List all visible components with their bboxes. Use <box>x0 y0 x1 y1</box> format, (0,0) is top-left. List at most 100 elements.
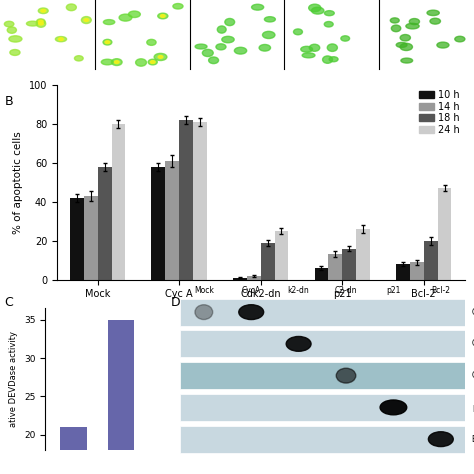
Text: CycA: CycA <box>242 286 261 295</box>
Ellipse shape <box>455 36 465 42</box>
Ellipse shape <box>286 337 311 351</box>
Ellipse shape <box>400 43 412 51</box>
Bar <box>424 241 438 280</box>
FancyBboxPatch shape <box>180 394 465 421</box>
X-axis label: Transfected DNA: Transfected DNA <box>217 305 304 315</box>
Bar <box>233 278 247 280</box>
Text: p21: p21 <box>386 286 401 295</box>
Bar <box>274 231 288 280</box>
Ellipse shape <box>158 55 163 58</box>
Text: Mock: Mock <box>194 286 214 295</box>
Ellipse shape <box>311 7 324 14</box>
Ellipse shape <box>409 18 419 25</box>
Ellipse shape <box>217 26 226 33</box>
Bar <box>328 255 342 280</box>
Text: C: C <box>5 296 13 309</box>
Ellipse shape <box>323 56 333 64</box>
Text: Cyclin A: Cyclin A <box>472 308 474 317</box>
Bar <box>193 122 207 280</box>
Ellipse shape <box>38 8 48 14</box>
Bar <box>247 276 261 280</box>
Ellipse shape <box>302 53 315 58</box>
Ellipse shape <box>38 22 43 25</box>
Ellipse shape <box>406 23 419 29</box>
Ellipse shape <box>9 36 22 42</box>
Bar <box>98 167 111 280</box>
Text: Bcl-2: Bcl-2 <box>431 286 450 295</box>
Ellipse shape <box>59 38 64 40</box>
Ellipse shape <box>103 39 112 45</box>
Ellipse shape <box>263 31 275 38</box>
Ellipse shape <box>341 36 350 41</box>
Ellipse shape <box>324 10 334 16</box>
Ellipse shape <box>36 20 46 27</box>
Ellipse shape <box>396 42 407 47</box>
Ellipse shape <box>36 19 45 25</box>
Bar <box>396 264 410 280</box>
Ellipse shape <box>27 21 39 26</box>
Ellipse shape <box>101 59 113 65</box>
Bar <box>179 120 193 280</box>
Text: Cdc2: Cdc2 <box>472 371 474 380</box>
Ellipse shape <box>82 17 91 24</box>
Bar <box>438 188 451 280</box>
Ellipse shape <box>222 36 234 43</box>
Ellipse shape <box>264 17 275 22</box>
Ellipse shape <box>336 368 356 383</box>
Ellipse shape <box>427 10 439 16</box>
Text: k2-dn: k2-dn <box>288 286 310 295</box>
Bar <box>356 229 370 280</box>
Ellipse shape <box>209 57 219 64</box>
Ellipse shape <box>150 61 155 64</box>
Ellipse shape <box>390 18 399 23</box>
Ellipse shape <box>128 11 140 18</box>
Ellipse shape <box>239 305 264 319</box>
Ellipse shape <box>173 3 183 9</box>
Ellipse shape <box>401 58 413 63</box>
Ellipse shape <box>324 21 333 27</box>
Ellipse shape <box>84 18 89 21</box>
Ellipse shape <box>10 49 20 55</box>
Ellipse shape <box>392 25 401 32</box>
Ellipse shape <box>293 29 302 35</box>
Text: D: D <box>171 296 180 309</box>
Bar <box>152 167 165 280</box>
FancyBboxPatch shape <box>180 426 465 453</box>
Ellipse shape <box>195 305 213 319</box>
Ellipse shape <box>195 44 207 49</box>
Ellipse shape <box>74 55 83 61</box>
Y-axis label: ative DEVDase activity: ative DEVDase activity <box>9 331 18 427</box>
Ellipse shape <box>216 44 226 50</box>
Bar <box>165 161 179 280</box>
Ellipse shape <box>147 39 156 46</box>
Text: B: B <box>5 95 13 108</box>
Ellipse shape <box>7 27 17 33</box>
Ellipse shape <box>400 35 410 41</box>
FancyBboxPatch shape <box>180 299 465 326</box>
Ellipse shape <box>430 18 440 24</box>
Text: p21$^{WAF1/CIP1}$: p21$^{WAF1/CIP1}$ <box>472 400 474 415</box>
Ellipse shape <box>329 57 338 62</box>
Ellipse shape <box>154 54 167 61</box>
Ellipse shape <box>55 36 66 42</box>
Ellipse shape <box>105 41 110 44</box>
Bar <box>111 124 125 280</box>
Bar <box>342 248 356 280</box>
Ellipse shape <box>225 18 235 26</box>
Ellipse shape <box>202 49 213 56</box>
Text: Bcl-2: Bcl-2 <box>472 435 474 444</box>
Ellipse shape <box>161 15 165 18</box>
Text: Cdk2: Cdk2 <box>472 339 474 348</box>
Ellipse shape <box>301 46 312 52</box>
Ellipse shape <box>114 61 119 64</box>
Ellipse shape <box>136 59 146 66</box>
FancyBboxPatch shape <box>180 362 465 389</box>
Bar <box>108 319 134 474</box>
Bar <box>410 262 424 280</box>
Text: C2-dn: C2-dn <box>335 286 357 295</box>
FancyBboxPatch shape <box>180 330 465 357</box>
Ellipse shape <box>4 21 14 27</box>
Ellipse shape <box>38 20 43 23</box>
Bar <box>70 198 84 280</box>
Ellipse shape <box>66 4 76 11</box>
